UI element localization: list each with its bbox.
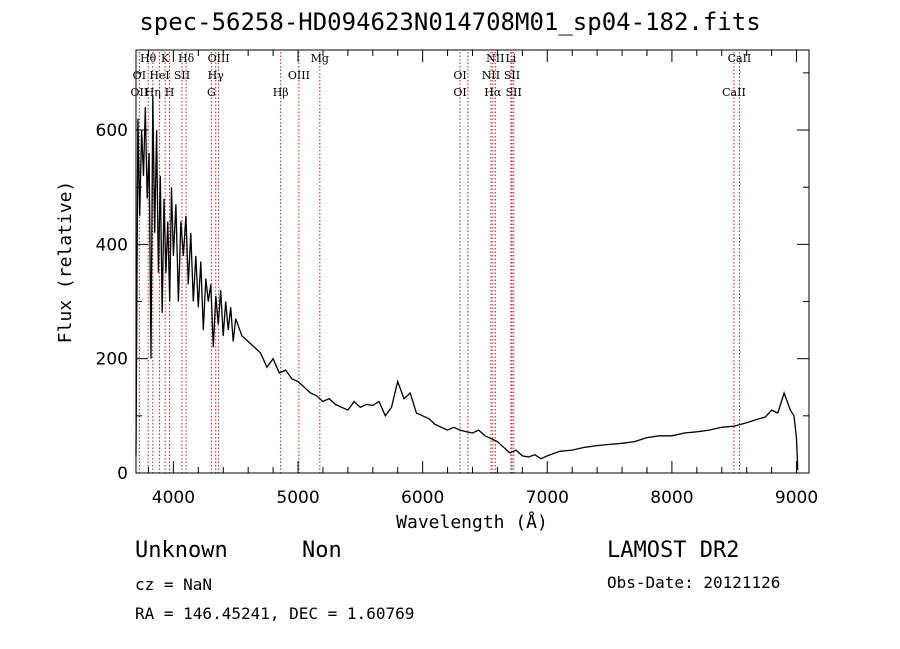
y-tick-label: 600 [96,121,128,141]
x-tick-label: 7000 [526,488,569,508]
spectral-line-label: CaII [722,86,746,99]
x-tick-label: 8000 [650,488,693,508]
x-tick-label: 9000 [775,488,818,508]
coordinates-text: RA = 146.45241, DEC = 1.60769 [135,604,415,623]
spectral-line-label: Hβ [273,86,289,99]
spectral-line-label: CaII [728,52,752,65]
line-marker-group [138,52,740,473]
spectral-line-label: OI [453,86,466,99]
chart-title: spec-56258-HD094623N014708M01_sp04-182.f… [139,8,761,36]
spectral-line-label: NII [486,52,504,65]
subclass-label: Non [302,538,342,563]
y-tick-label: 200 [96,350,128,370]
x-axis-label: Wavelength (Å) [396,511,548,533]
spectral-line-label: K [161,52,170,65]
y-tick-label: 400 [96,235,128,255]
spectral-line-label: Hη [145,86,161,99]
spectral-line-label: OIII [208,52,230,65]
spectral-line-label: SII [506,86,522,99]
spectral-line-label: OIII [288,69,310,82]
spectral-line-label: NII [482,69,500,82]
plot-frame [135,49,810,474]
obs-date-text: Obs-Date: 20121126 [607,573,781,592]
spectral-line-label: H [165,86,175,99]
y-tick-label: 0 [117,464,128,484]
y-axis-label: Flux (relative) [55,181,76,344]
spectral-line-label: Hδ [178,52,195,65]
spectral-line-label: OII [131,86,149,99]
spectral-line-label: Mg [311,52,329,65]
spectrum-line [135,95,799,471]
class-label: Unknown [135,538,228,563]
spectral-line-label: Hθ [140,52,157,65]
y-axis-ticks: 0 200 400 600 [96,72,809,484]
spectral-line-label: SII [504,69,520,82]
spectral-line-label: G [207,86,216,99]
x-tick-label: 5000 [276,488,319,508]
spectral-line-label: HeI [149,69,169,82]
x-axis-ticks: 4000 5000 6000 7000 8000 9000 [147,50,818,508]
x-tick-label: 4000 [152,488,195,508]
spectral-line-label: Li [505,52,516,65]
spectral-line-label: SII [174,69,190,82]
spectral-line-label: Hα [484,86,502,99]
spectral-line-label: OI [453,69,466,82]
x-tick-label: 6000 [401,488,444,508]
redshift-text: cz = NaN [135,575,213,594]
spectral-line-label: Hγ [208,69,225,82]
spectral-line-label: OI [133,69,146,82]
survey-label: LAMOST DR2 [607,538,740,563]
